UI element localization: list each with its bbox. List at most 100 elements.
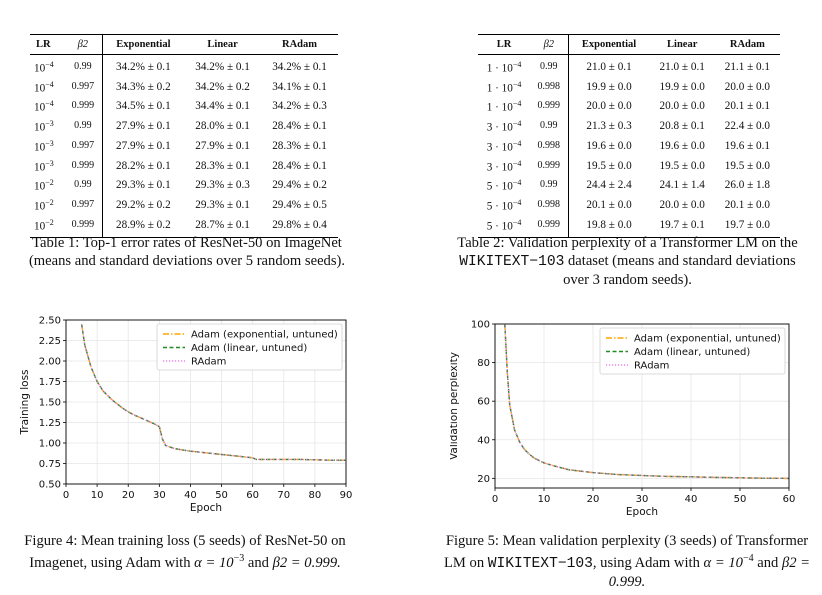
lr-exponent: −4 — [512, 60, 522, 69]
legend-box — [156, 323, 343, 371]
caption-text: Figure 4: Mean training loss (5 seeds) o… — [24, 533, 346, 571]
column-header: Linear — [667, 39, 698, 50]
x-tick-label: 40 — [184, 490, 197, 501]
table-row: 3 · 10−4 0.99 21.3 ± 0.3 20.8 ± 0.1 22.4 ± 0… — [478, 116, 780, 136]
linear-cell: 34.2% ± 0.2 — [195, 80, 250, 93]
beta2-cell: 0.999 — [530, 214, 568, 238]
caption-text: and — [753, 554, 782, 571]
lr-value: 3 · 10 — [486, 141, 513, 154]
exponential-cell: 27.9% ± 0.1 — [101, 116, 185, 136]
y-tick-label: 0.50 — [39, 480, 61, 491]
beta2-cell: 0.997 — [71, 139, 95, 151]
y-tick-label: 2.25 — [39, 336, 61, 347]
figure-4-caption: Figure 4: Mean training loss (5 seeds) o… — [0, 532, 370, 572]
column-header: β2 — [77, 39, 89, 50]
beta2-cell: 0.99 — [74, 60, 92, 72]
y-tick-label: 60 — [477, 397, 490, 408]
exponential-cell: 27.9% ± 0.1 — [101, 135, 185, 156]
x-tick-label: 40 — [685, 494, 698, 505]
alpha-exponent: −3 — [233, 553, 245, 564]
y-tick-label: 40 — [477, 435, 490, 446]
beta2-cell: 0.999 — [537, 100, 561, 112]
exponential-cell: 21.0 ± 0.1 — [567, 54, 650, 77]
linear-cell: 24.1 ± 1.4 — [659, 179, 705, 192]
beta2-cell: 0.999 — [64, 214, 103, 238]
plot-frame — [65, 319, 347, 485]
table-row: 10−4 0.997 34.3% ± 0.2 34.2% ± 0.2 34.1% ± 0… — [30, 76, 338, 97]
table-header-row: LR β2 Exponential Linear RAdam — [478, 34, 780, 55]
lr-exponent: −4 — [512, 158, 522, 168]
table-row: 1 · 10−4 0.999 20.0 ± 0.0 20.0 ± 0.0 20.1 ± … — [478, 96, 780, 117]
lr-cell: 1 · 10−4 — [478, 55, 530, 77]
x-tick-label: 0 — [63, 490, 69, 501]
y-tick-label: 1.75 — [39, 377, 61, 388]
alpha-exponent: −4 — [742, 553, 754, 564]
beta2-cell: 0.999 — [71, 100, 95, 112]
alpha-expr: α = 10 — [194, 554, 234, 571]
lr-cell: 10−4 — [30, 77, 64, 97]
lr-exponent: −4 — [512, 217, 522, 227]
beta2-cell: 0.99 — [540, 120, 558, 132]
radam-cell: 22.4 ± 0.0 — [724, 120, 771, 133]
lr-value: 1 · 10 — [486, 62, 513, 75]
lr-value: 10 — [34, 200, 46, 213]
x-tick-label: 60 — [246, 490, 259, 501]
lr-value: 10 — [34, 102, 46, 115]
lr-value: 5 · 10 — [486, 200, 513, 213]
table-row: 3 · 10−4 0.998 19.6 ± 0.0 19.6 ± 0.0 19.6 ± … — [478, 135, 780, 156]
table-row: 10−4 0.99 34.2% ± 0.1 34.2% ± 0.1 34.2% ± 0.… — [30, 54, 338, 77]
radam-cell: 28.4% ± 0.1 — [272, 159, 327, 172]
lr-value: 10 — [34, 62, 46, 75]
exponential-cell: 20.0 ± 0.0 — [567, 96, 650, 117]
table-header-row: LR β2 Exponential Linear RAdam — [30, 34, 338, 55]
x-tick-label: 30 — [153, 490, 166, 501]
y-tick-label: 2.50 — [39, 316, 61, 327]
y-tick-label: 1.00 — [39, 439, 61, 450]
lr-exponent: −4 — [512, 79, 522, 89]
x-axis-label: Epoch — [190, 502, 222, 514]
column-header: LR — [36, 39, 51, 50]
lr-cell: 3 · 10−4 — [478, 136, 530, 156]
x-tick-label: 10 — [538, 494, 551, 505]
beta2-cell: 0.998 — [537, 139, 561, 151]
lr-value: 1 · 10 — [486, 102, 513, 115]
lr-cell: 10−2 — [30, 195, 64, 215]
table-row: 10−3 0.99 27.9% ± 0.1 28.0% ± 0.1 28.4% ± 0.… — [30, 116, 338, 136]
lr-value: 10 — [34, 161, 46, 174]
linear-cell: 29.3% ± 0.3 — [195, 179, 250, 192]
caption-text: Table 2: Validation perplexity of a Tran… — [457, 235, 798, 251]
exponential-cell: 19.8 ± 0.0 — [567, 214, 650, 238]
series-line — [80, 323, 346, 461]
lr-exponent: −4 — [45, 60, 54, 69]
y-axis-label: Validation perplexity — [450, 352, 460, 460]
figure-5-chart: 0 10 20 30 40 50 60 20 40 60 80 100 Epoch Validation … — [450, 320, 795, 519]
lr-value: 10 — [34, 220, 46, 233]
radam-cell: 19.5 ± 0.0 — [724, 159, 771, 172]
radam-cell: 19.7 ± 0.0 — [714, 214, 780, 238]
exponential-cell: 34.2% ± 0.1 — [101, 54, 185, 77]
radam-cell: 21.1 ± 0.1 — [724, 60, 771, 73]
lr-cell: 10−3 — [30, 116, 64, 136]
lr-exponent: −3 — [45, 119, 54, 129]
linear-cell: 19.6 ± 0.0 — [659, 139, 705, 152]
column-header: RAdam — [729, 39, 765, 50]
table-row: 10−3 0.997 27.9% ± 0.1 27.9% ± 0.1 28.3% ± 0… — [30, 135, 338, 156]
lr-value: 5 · 10 — [486, 181, 513, 194]
exponential-cell: 29.2% ± 0.2 — [101, 195, 185, 215]
x-tick-label: 80 — [309, 490, 322, 501]
caption-text: Figure 5: Mean validation perplexity (3 … — [443, 533, 809, 571]
radam-cell: 20.1 ± 0.1 — [724, 100, 771, 113]
beta2-cell: 0.997 — [71, 80, 95, 92]
linear-cell: 20.8 ± 0.1 — [659, 120, 705, 133]
radam-cell: 20.0 ± 0.0 — [724, 80, 771, 93]
exponential-cell: 19.5 ± 0.0 — [567, 155, 650, 176]
y-tick-label: 80 — [477, 358, 490, 369]
linear-cell: 19.7 ± 0.1 — [649, 214, 715, 238]
exponential-cell: 21.3 ± 0.3 — [567, 116, 650, 136]
x-tick-label: 10 — [91, 490, 104, 501]
lr-exponent: −4 — [45, 79, 54, 89]
lr-exponent: −3 — [45, 138, 54, 148]
x-tick-label: 70 — [277, 490, 290, 501]
lr-exponent: −3 — [45, 158, 54, 168]
lr-cell: 1 · 10−4 — [478, 77, 530, 97]
